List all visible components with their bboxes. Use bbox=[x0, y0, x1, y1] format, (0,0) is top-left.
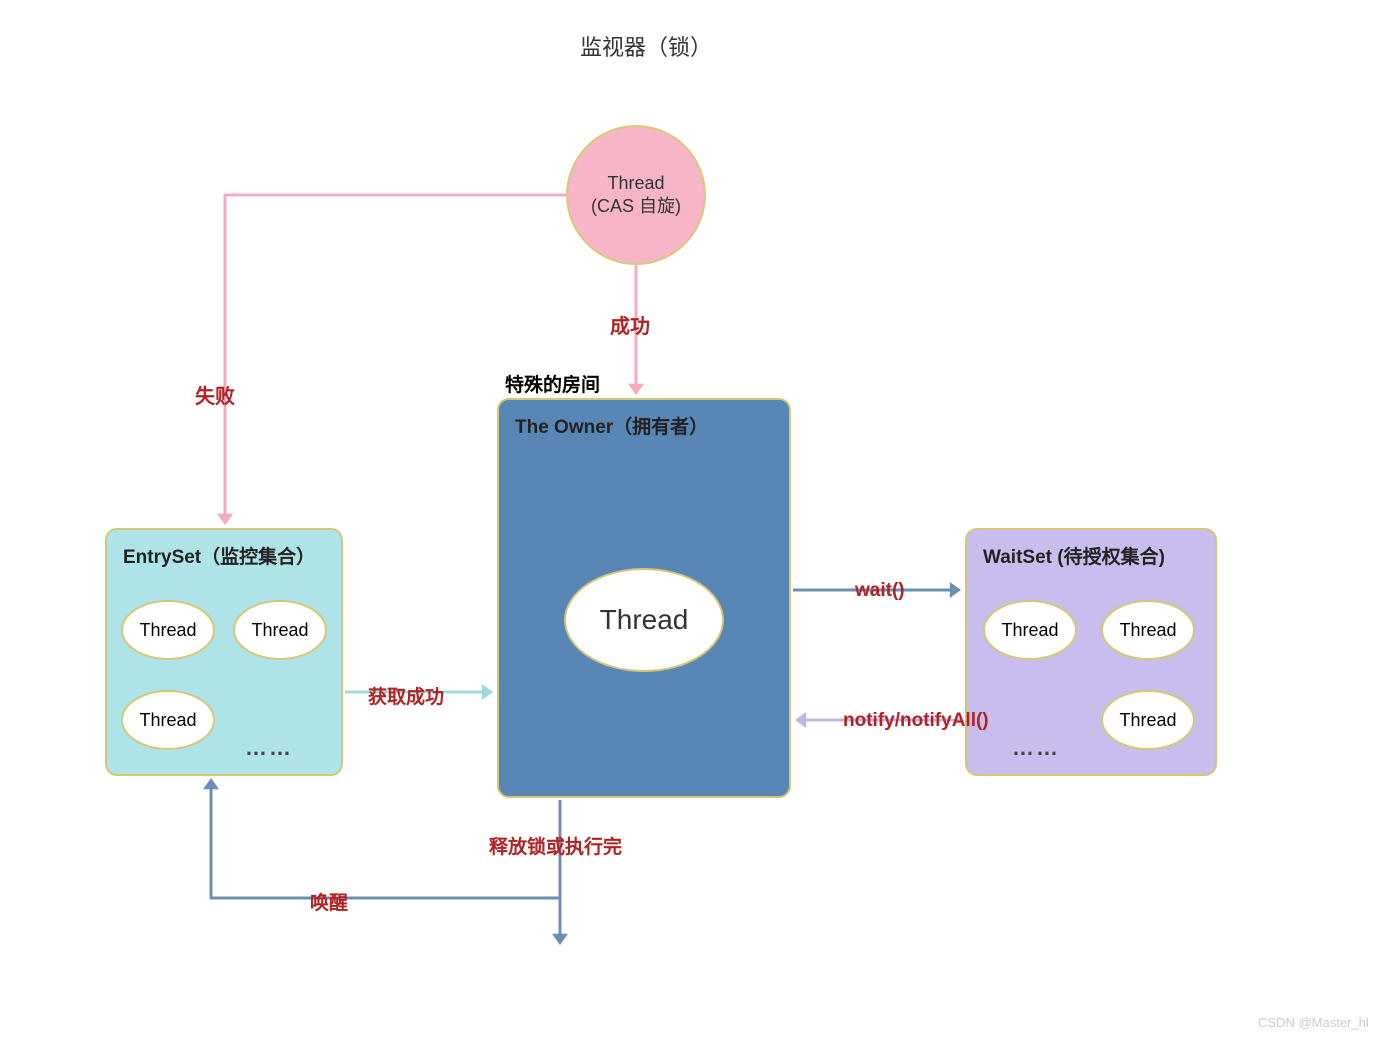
entryset-thread-1: Thread bbox=[233, 600, 327, 660]
owner-above-label: 特殊的房间 bbox=[505, 370, 600, 397]
cas-thread-node: Thread (CAS 自旋) bbox=[566, 125, 706, 265]
edge-label-fail: 失败 bbox=[195, 380, 235, 409]
edge-label-acquire: 获取成功 bbox=[368, 682, 444, 709]
cas-line2: (CAS 自旋) bbox=[591, 195, 681, 218]
waitset-thread-1: Thread bbox=[1101, 600, 1195, 660]
edge-label-success: 成功 bbox=[610, 310, 650, 339]
owner-box-title: The Owner（拥有者） bbox=[515, 412, 773, 439]
edge-label-notify: notify/notifyAll() bbox=[843, 710, 989, 732]
cas-line1: Thread bbox=[607, 172, 664, 195]
waitset-thread-2: Thread bbox=[1101, 690, 1195, 750]
diagram-canvas: 监视器（锁） Thread (CAS 自旋) 特殊的房间 The Owner（拥… bbox=[0, 0, 1399, 1039]
edge-label-wait: wait() bbox=[855, 580, 905, 602]
entryset-title: EntrySet（监控集合） bbox=[123, 542, 325, 569]
waitset-title: WaitSet (待授权集合) bbox=[983, 542, 1199, 569]
edge-label-release: 释放锁或执行完 bbox=[489, 832, 622, 859]
owner-thread-text: Thread bbox=[600, 604, 689, 636]
edge-label-wakeup: 唤醒 bbox=[310, 888, 348, 915]
entryset-thread-2: Thread bbox=[121, 690, 215, 750]
watermark: CSDN @Master_hl bbox=[1258, 1015, 1369, 1030]
waitset-thread-0: Thread bbox=[983, 600, 1077, 660]
diagram-title: 监视器（锁） bbox=[580, 30, 712, 62]
entryset-dots: …… bbox=[245, 735, 293, 761]
entryset-thread-0: Thread bbox=[121, 600, 215, 660]
owner-thread-ellipse: Thread bbox=[564, 568, 724, 672]
waitset-dots: …… bbox=[1012, 735, 1060, 761]
